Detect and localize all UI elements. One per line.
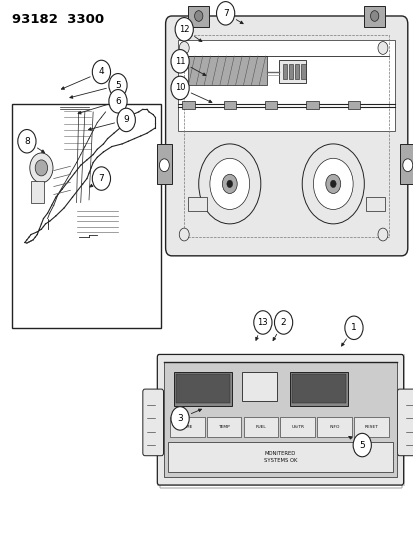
Circle shape (171, 76, 189, 100)
Bar (184, 35, 388, 237)
Circle shape (18, 130, 36, 153)
Bar (264, 101, 277, 109)
Bar (31, 181, 44, 203)
Text: 13: 13 (257, 318, 268, 327)
Circle shape (198, 144, 260, 224)
Circle shape (159, 159, 169, 172)
Bar (173, 372, 231, 406)
Circle shape (222, 174, 237, 193)
Text: TIME: TIME (182, 425, 192, 429)
Circle shape (330, 180, 335, 188)
Bar (167, 442, 392, 472)
Bar (176, 374, 229, 403)
Circle shape (92, 60, 110, 84)
Bar (354, 417, 388, 437)
Text: TEMP: TEMP (218, 425, 230, 429)
Circle shape (30, 153, 53, 183)
Text: 1: 1 (350, 324, 356, 332)
Text: US/TR: US/TR (291, 425, 304, 429)
Bar (157, 144, 171, 184)
Bar (366, 197, 384, 211)
Circle shape (109, 90, 127, 113)
Bar (223, 101, 235, 109)
Circle shape (171, 50, 189, 73)
Bar (347, 101, 359, 109)
Bar (282, 64, 286, 79)
Circle shape (352, 433, 370, 457)
Bar (158, 354, 401, 487)
Bar (363, 6, 384, 27)
Text: FUEL: FUEL (255, 425, 266, 429)
Bar (280, 417, 315, 437)
Circle shape (253, 311, 271, 334)
Circle shape (109, 74, 127, 97)
Text: 4: 4 (98, 68, 104, 76)
Bar (163, 362, 396, 477)
FancyBboxPatch shape (396, 389, 413, 456)
Circle shape (344, 316, 362, 340)
FancyBboxPatch shape (142, 389, 163, 456)
Text: RESET: RESET (364, 425, 378, 429)
Text: INFO: INFO (329, 425, 339, 429)
Circle shape (370, 11, 378, 21)
Bar (188, 56, 266, 85)
Bar (157, 354, 403, 485)
Text: 7: 7 (98, 174, 104, 183)
Bar (242, 372, 277, 401)
Circle shape (301, 144, 363, 224)
Circle shape (171, 407, 189, 430)
Text: 93182  3300: 93182 3300 (12, 13, 104, 26)
Text: 7: 7 (222, 9, 228, 18)
Text: 3: 3 (177, 414, 183, 423)
Bar (12, 104, 161, 328)
Text: 9: 9 (123, 116, 129, 124)
Circle shape (274, 311, 292, 334)
Bar (188, 6, 209, 27)
Bar (159, 354, 400, 488)
Text: 2: 2 (280, 318, 286, 327)
Bar (279, 60, 306, 83)
Bar (178, 40, 394, 131)
FancyBboxPatch shape (165, 16, 407, 256)
Circle shape (117, 108, 135, 132)
Bar (317, 417, 351, 437)
Circle shape (209, 158, 249, 209)
FancyBboxPatch shape (157, 354, 403, 485)
Circle shape (226, 180, 232, 188)
Bar (294, 64, 299, 79)
Circle shape (402, 159, 412, 172)
Circle shape (194, 11, 202, 21)
Text: 12: 12 (178, 25, 189, 34)
Bar (289, 372, 347, 406)
Bar (291, 374, 345, 403)
Circle shape (377, 42, 387, 54)
Text: MONITERED
SYSTEMS OK: MONITERED SYSTEMS OK (263, 451, 297, 463)
Circle shape (179, 228, 189, 241)
Circle shape (35, 160, 47, 176)
Circle shape (92, 167, 110, 190)
Bar (288, 64, 292, 79)
Circle shape (377, 228, 387, 241)
Bar (182, 101, 194, 109)
Bar (169, 417, 204, 437)
Text: 8: 8 (24, 137, 30, 146)
Bar (399, 144, 413, 184)
Text: 10: 10 (174, 84, 185, 92)
Text: 5: 5 (115, 81, 121, 90)
Bar (306, 101, 318, 109)
Circle shape (179, 42, 189, 54)
Bar (243, 417, 278, 437)
Text: 11: 11 (174, 57, 185, 66)
Circle shape (216, 2, 234, 25)
Bar (188, 197, 206, 211)
Bar (301, 64, 305, 79)
Circle shape (313, 158, 352, 209)
Text: 6: 6 (115, 97, 121, 106)
Circle shape (175, 18, 193, 41)
Circle shape (325, 174, 340, 193)
Bar (206, 417, 241, 437)
Text: 5: 5 (358, 441, 364, 449)
